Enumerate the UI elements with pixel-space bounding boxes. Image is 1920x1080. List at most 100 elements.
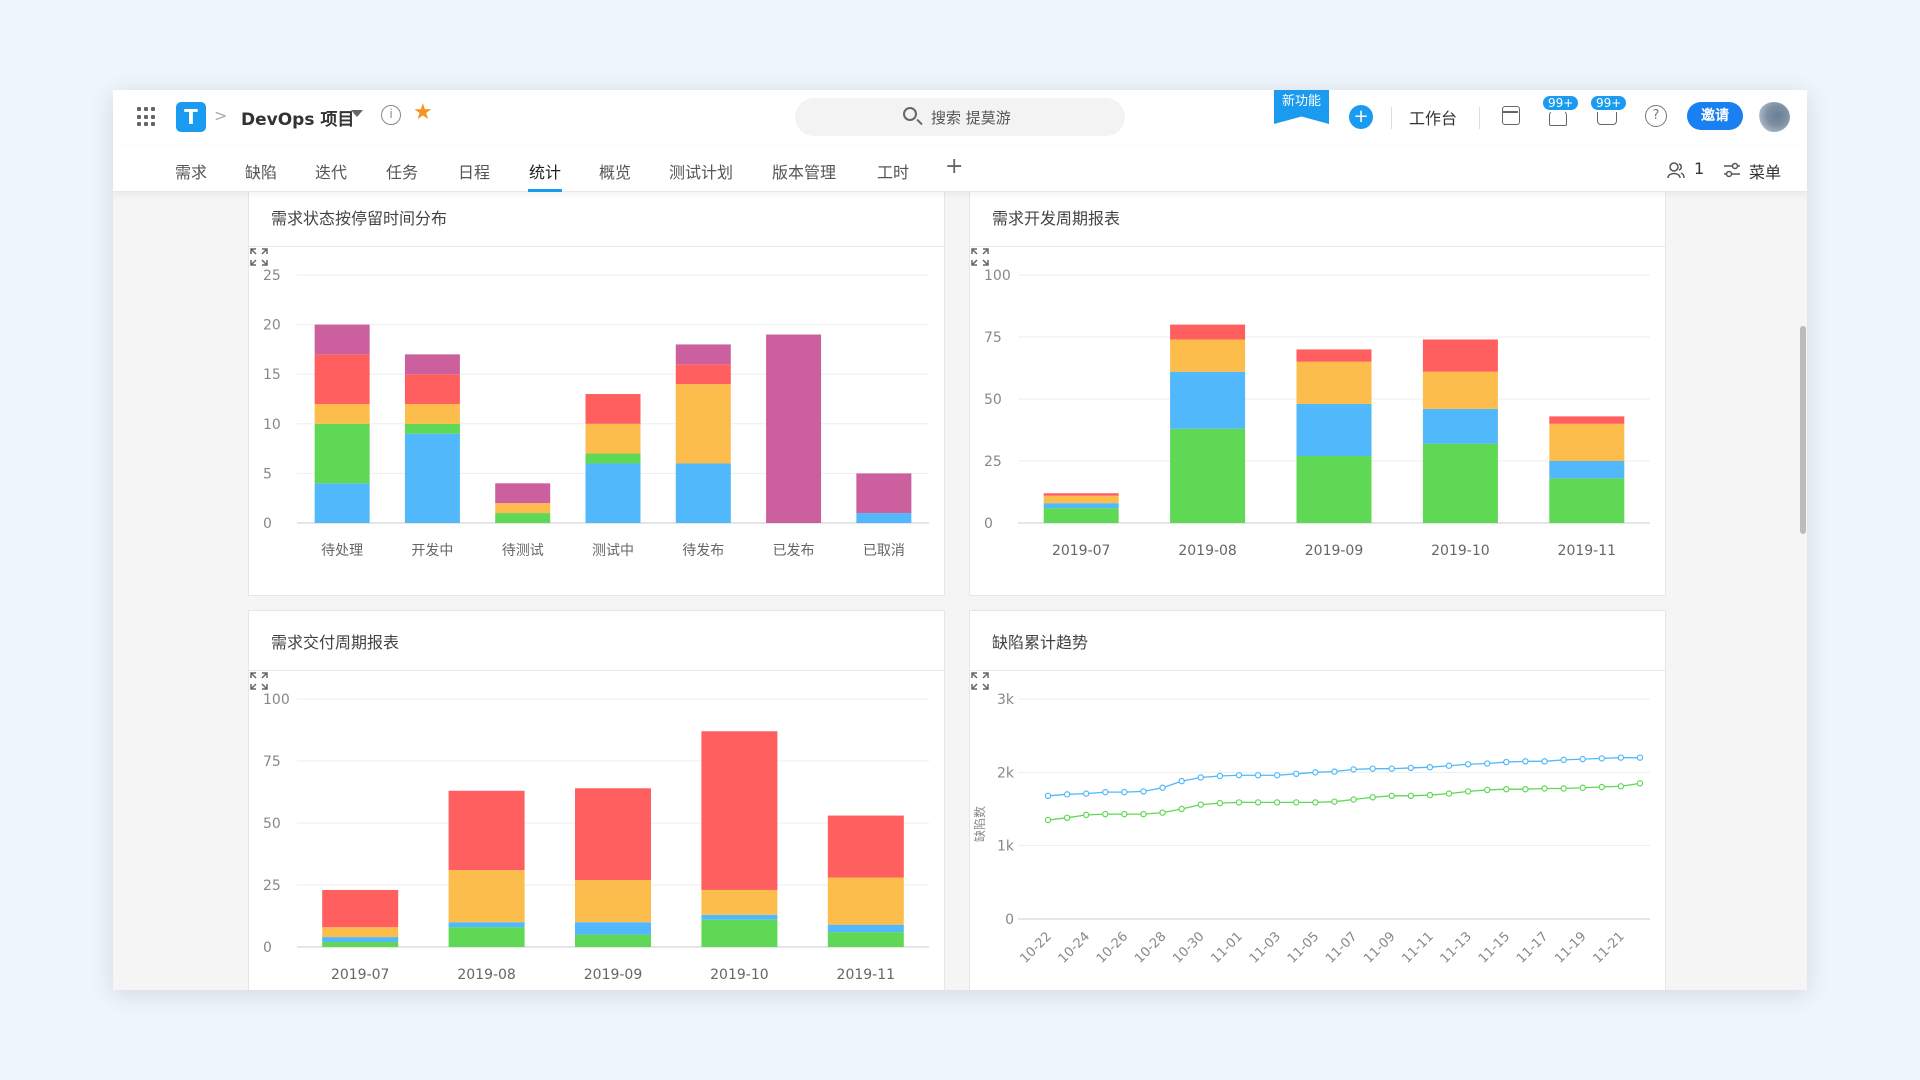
bar-segment [827,924,904,933]
bar-segment [1422,408,1498,444]
bar-segment [701,919,778,947]
bar-segment [675,463,731,523]
x-tick-label: 10-30 [1170,929,1207,966]
tab-iterations[interactable]: 迭代 [315,163,348,182]
data-point [1293,799,1300,806]
chevron-down-icon[interactable] [351,110,363,117]
data-point [1235,799,1243,806]
bar-segment [1422,443,1498,523]
divider [1391,107,1392,129]
data-point [1178,777,1185,785]
expand-icon[interactable] [249,247,269,267]
data-point [1102,788,1109,796]
bar-segment [585,423,641,454]
x-tick-label: 11-21 [1590,929,1627,966]
data-point [1350,766,1357,773]
x-tick-label: 待测试 [502,543,544,559]
add-tab-icon[interactable]: + [945,154,964,179]
expand-icon[interactable] [970,247,990,267]
tab-test-plan[interactable]: 测试计划 [669,163,734,182]
x-tick-label: 2019-11 [837,967,896,983]
members-count[interactable]: 1 [1694,159,1705,178]
panel-header: 需求状态按停留时间分布 [249,187,944,266]
help-icon[interactable]: ? [1645,105,1667,127]
new-feature-ribbon[interactable]: 新功能 [1274,90,1329,124]
x-tick-label: 11-15 [1476,929,1513,966]
bar-segment [585,453,641,464]
workbench-link[interactable]: 工作台 [1409,109,1458,128]
chart-panel-delivery-cycle: 需求交付周期报表 0 25 50 75 100 2019-07 2019-08 2019-09… [248,610,945,990]
bar-segment [1170,428,1246,523]
star-icon[interactable]: ★ [413,100,433,125]
data-point [1426,791,1434,799]
menu-button[interactable]: 菜单 [1749,163,1782,182]
data-point [1197,801,1204,808]
tab-defects[interactable]: 缺陷 [245,163,278,182]
bar-segment [701,889,778,915]
data-point [1273,772,1281,779]
app-logo-icon[interactable]: T [176,102,206,132]
x-tick-label: 已取消 [863,543,905,559]
avatar[interactable] [1758,102,1790,132]
bar-segment [585,463,641,523]
data-point [1598,783,1606,791]
tab-statistics[interactable]: 统计 [529,163,562,182]
bar-segment [495,483,551,504]
search-input[interactable]: 搜索 提莫游 [795,98,1125,136]
project-name[interactable]: DevOps 项目 [241,110,355,130]
chart-panel-status-duration: 需求状态按停留时间分布 0 5 10 15 20 25 待处理 开发中 待测试 测试中 待发布 已发布… [248,186,945,596]
x-tick-label: 待发布 [682,543,724,559]
tab-work-hours[interactable]: 工时 [877,163,910,182]
scrollbar[interactable] [1800,326,1806,534]
panel-title: 需求交付周期报表 [271,633,400,652]
data-point [1579,784,1586,791]
x-tick-label: 2019-09 [1305,543,1364,559]
bar-segment [1422,371,1498,409]
add-circle-button[interactable]: + [1349,105,1373,129]
calendar-icon[interactable] [1502,106,1520,125]
tab-schedule[interactable]: 日程 [458,163,491,182]
active-tab-indicator [528,189,562,192]
data-point [1331,768,1338,775]
data-point [1063,791,1071,798]
y-tick-label: 0 [263,516,272,532]
data-point [1140,810,1147,818]
bar-segment [1170,371,1246,429]
bar-segment [1549,423,1625,461]
x-tick-label: 测试中 [592,543,634,559]
bar-segment [827,815,904,878]
data-point [1044,816,1052,824]
expand-icon[interactable] [970,671,990,691]
apps-grid-icon[interactable] [137,107,157,127]
bar-segment [314,354,370,404]
bar-segment [1296,349,1372,362]
bar-segment [404,374,460,404]
bar-segment [1549,416,1625,424]
data-point [1445,762,1453,769]
data-point [1273,799,1281,806]
y-tick-label: 0 [984,516,993,532]
tab-tasks[interactable]: 任务 [386,163,419,182]
data-point [1312,799,1319,806]
settings-sliders-icon[interactable] [1723,162,1741,178]
tab-bar: 需求 缺陷 迭代 任务 日程 统计 概览 测试计划 版本管理 工时 + 1 菜单 [113,145,1807,192]
expand-icon[interactable] [249,671,269,691]
app-window: T > DevOps 项目 i ★ 搜索 提莫游 新功能 + 工作台 99+ 9… [113,90,1807,990]
data-point [1464,788,1472,795]
y-axis-label: 缺陷数 [972,806,987,842]
data-point [1541,785,1548,792]
panel-title: 需求状态按停留时间分布 [271,209,448,228]
bar-segment [314,483,370,523]
tab-requirements[interactable]: 需求 [175,163,208,182]
tab-overview[interactable]: 概览 [599,163,632,182]
data-point [1102,810,1109,818]
y-tick-label: 50 [984,392,1002,408]
info-icon[interactable]: i [381,105,401,125]
bar-segment [404,403,460,424]
bar-segment [404,354,460,375]
tab-version-management[interactable]: 版本管理 [772,163,837,182]
data-point [1617,783,1625,790]
bar-segment [575,922,651,935]
members-icon[interactable] [1667,161,1685,179]
invite-button[interactable]: 邀请 [1687,102,1743,130]
